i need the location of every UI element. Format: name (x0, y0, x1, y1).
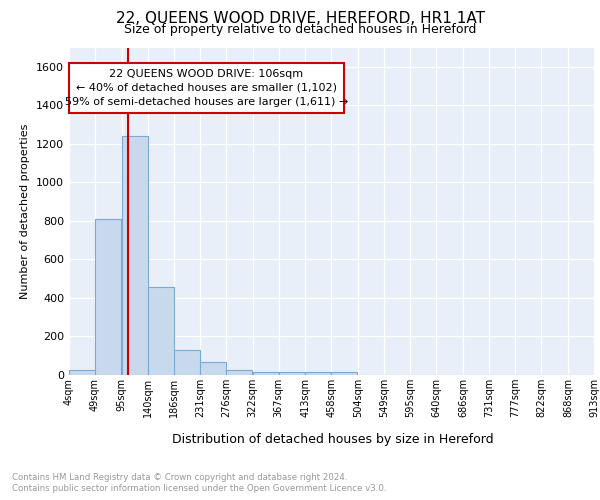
Y-axis label: Number of detached properties: Number of detached properties (20, 124, 31, 299)
Text: ← 40% of detached houses are smaller (1,102): ← 40% of detached houses are smaller (1,… (76, 83, 337, 93)
Text: 22, QUEENS WOOD DRIVE, HEREFORD, HR1 1AT: 22, QUEENS WOOD DRIVE, HEREFORD, HR1 1AT (115, 11, 485, 26)
Bar (69, 370, 95, 375)
Text: 22 QUEENS WOOD DRIVE: 106sqm: 22 QUEENS WOOD DRIVE: 106sqm (109, 69, 304, 79)
Bar (226, 370, 252, 375)
Bar (253, 372, 278, 375)
Bar (278, 372, 305, 375)
Text: Size of property relative to detached houses in Hereford: Size of property relative to detached ho… (124, 22, 476, 36)
Bar (174, 350, 200, 375)
Text: Distribution of detached houses by size in Hereford: Distribution of detached houses by size … (172, 432, 494, 446)
Bar (148, 288, 173, 375)
Bar (95, 219, 121, 375)
Text: Contains public sector information licensed under the Open Government Licence v3: Contains public sector information licen… (12, 484, 386, 493)
Text: 59% of semi-detached houses are larger (1,611) →: 59% of semi-detached houses are larger (… (65, 97, 348, 107)
Bar (305, 372, 331, 375)
Bar (122, 136, 148, 375)
Text: Contains HM Land Registry data © Crown copyright and database right 2024.: Contains HM Land Registry data © Crown c… (12, 472, 347, 482)
Bar (200, 362, 226, 375)
Bar (331, 372, 357, 375)
FancyBboxPatch shape (69, 63, 344, 113)
